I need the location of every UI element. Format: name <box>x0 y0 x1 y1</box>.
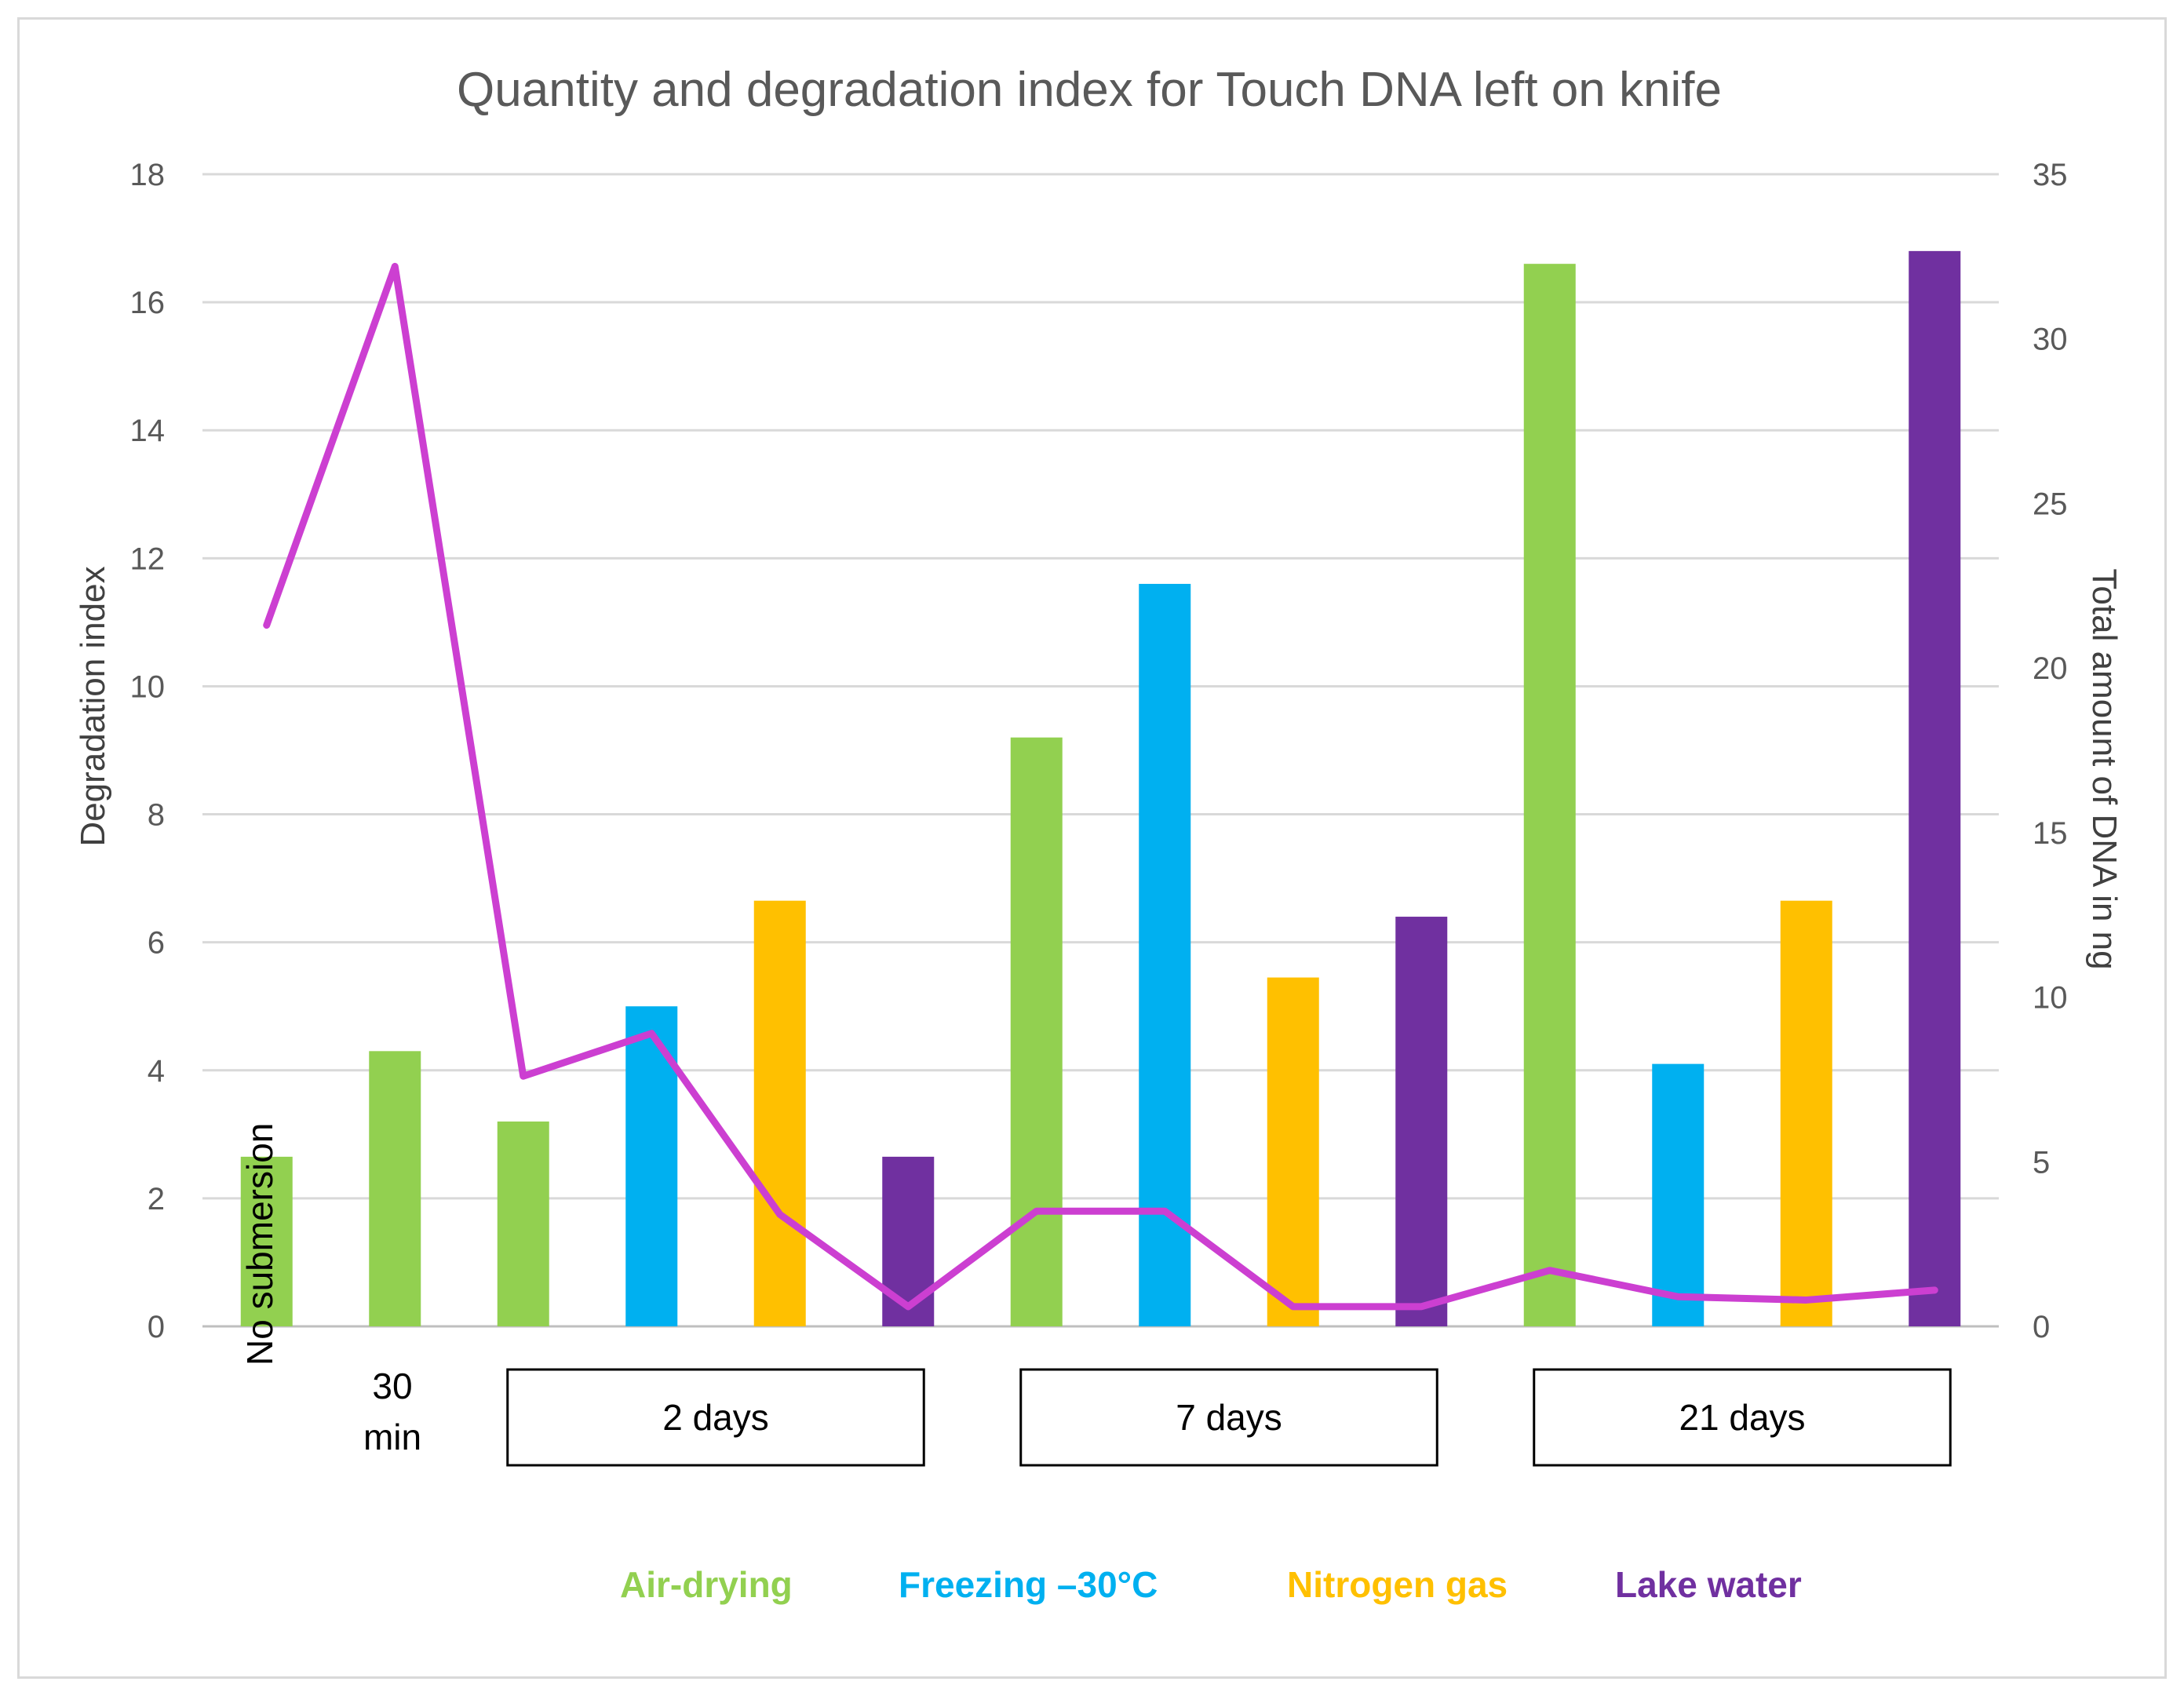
bar <box>1909 250 1961 1326</box>
category-label-no-submersion: No submersion <box>239 1123 280 1366</box>
line-point <box>1292 1305 1294 1308</box>
bar <box>1652 1063 1705 1326</box>
primary-y-tick-labels: 0 2 4 6 8 10 12 14 16 18 <box>130 158 166 1344</box>
bar <box>1523 264 1576 1327</box>
y2-tick-label: 30 <box>2033 323 2068 357</box>
bar-series <box>240 250 1961 1327</box>
line-point <box>1805 1299 1807 1301</box>
group-label: 21 days <box>1679 1397 1805 1438</box>
y2-tick-label: 20 <box>2033 651 2068 686</box>
bar <box>1010 737 1063 1326</box>
line-point <box>651 1032 653 1034</box>
chart-frame <box>17 17 2167 1679</box>
bar <box>369 1051 421 1326</box>
group-label: 2 days <box>662 1397 769 1438</box>
line-point <box>907 1305 910 1308</box>
category-label-30-min-line2: min <box>363 1417 421 1457</box>
line-point <box>522 1075 524 1078</box>
bar <box>1780 900 1832 1326</box>
y2-tick-label: 15 <box>2033 816 2068 851</box>
y-tick-label: 12 <box>130 542 166 576</box>
legend-item-label: Air-drying <box>620 1564 793 1605</box>
bar <box>753 900 806 1326</box>
y2-axis-title: Total amount of DNA in ng <box>2085 568 2124 969</box>
group-box <box>1019 1368 1438 1467</box>
chart-title: Quantity and degradation index for Touch… <box>457 63 1722 117</box>
y-tick-label: 2 <box>148 1182 165 1216</box>
bar <box>1267 977 1319 1326</box>
legend-item-label: Freezing –30°C <box>899 1564 1158 1605</box>
line-point <box>1164 1210 1166 1213</box>
line-point <box>1035 1210 1037 1213</box>
bar <box>1395 917 1448 1326</box>
y-tick-label: 10 <box>130 669 166 704</box>
dna-amount-line <box>263 262 1938 1311</box>
legend: Air-drying Freezing –30°C Nitrogen gas Lake… <box>620 1564 1802 1605</box>
y-tick-label: 4 <box>148 1054 165 1089</box>
y-tick-label: 6 <box>148 926 165 961</box>
y2-tick-label: 5 <box>2033 1145 2050 1180</box>
group-label: 7 days <box>1176 1397 1282 1438</box>
y2-tick-label: 0 <box>2033 1310 2050 1344</box>
y-tick-label: 16 <box>130 286 166 320</box>
category-group-boxes: 2 days 7 days 21 days <box>506 1368 1952 1467</box>
line-point <box>1420 1305 1423 1308</box>
y-axis-title: Degradation index <box>74 566 112 846</box>
line-point <box>265 624 268 626</box>
bar <box>882 1156 935 1326</box>
y-tick-label: 8 <box>148 798 165 833</box>
y2-tick-label: 10 <box>2033 981 2068 1016</box>
bar <box>497 1122 549 1326</box>
line-point <box>778 1213 781 1216</box>
category-label-30-min-line1: 30 <box>372 1366 412 1406</box>
y-tick-label: 18 <box>130 158 166 192</box>
line-point <box>1934 1289 1936 1291</box>
group-box <box>506 1368 925 1467</box>
bar <box>240 1156 293 1326</box>
dna-amount-line-series <box>263 262 1938 1311</box>
legend-item-label: Lake water <box>1615 1564 1802 1605</box>
line-point <box>1548 1269 1551 1271</box>
secondary-y-tick-labels: 0 5 10 15 20 25 30 35 <box>2033 158 2068 1344</box>
y2-tick-label: 35 <box>2033 158 2068 192</box>
line-point <box>1677 1296 1679 1298</box>
bar <box>1139 583 1191 1326</box>
group-box <box>1533 1368 1952 1467</box>
y-tick-label: 0 <box>148 1310 165 1344</box>
legend-item-label: Nitrogen gas <box>1287 1564 1508 1605</box>
line-point <box>394 265 396 268</box>
y2-tick-label: 25 <box>2033 487 2068 521</box>
y-tick-label: 14 <box>130 414 166 448</box>
